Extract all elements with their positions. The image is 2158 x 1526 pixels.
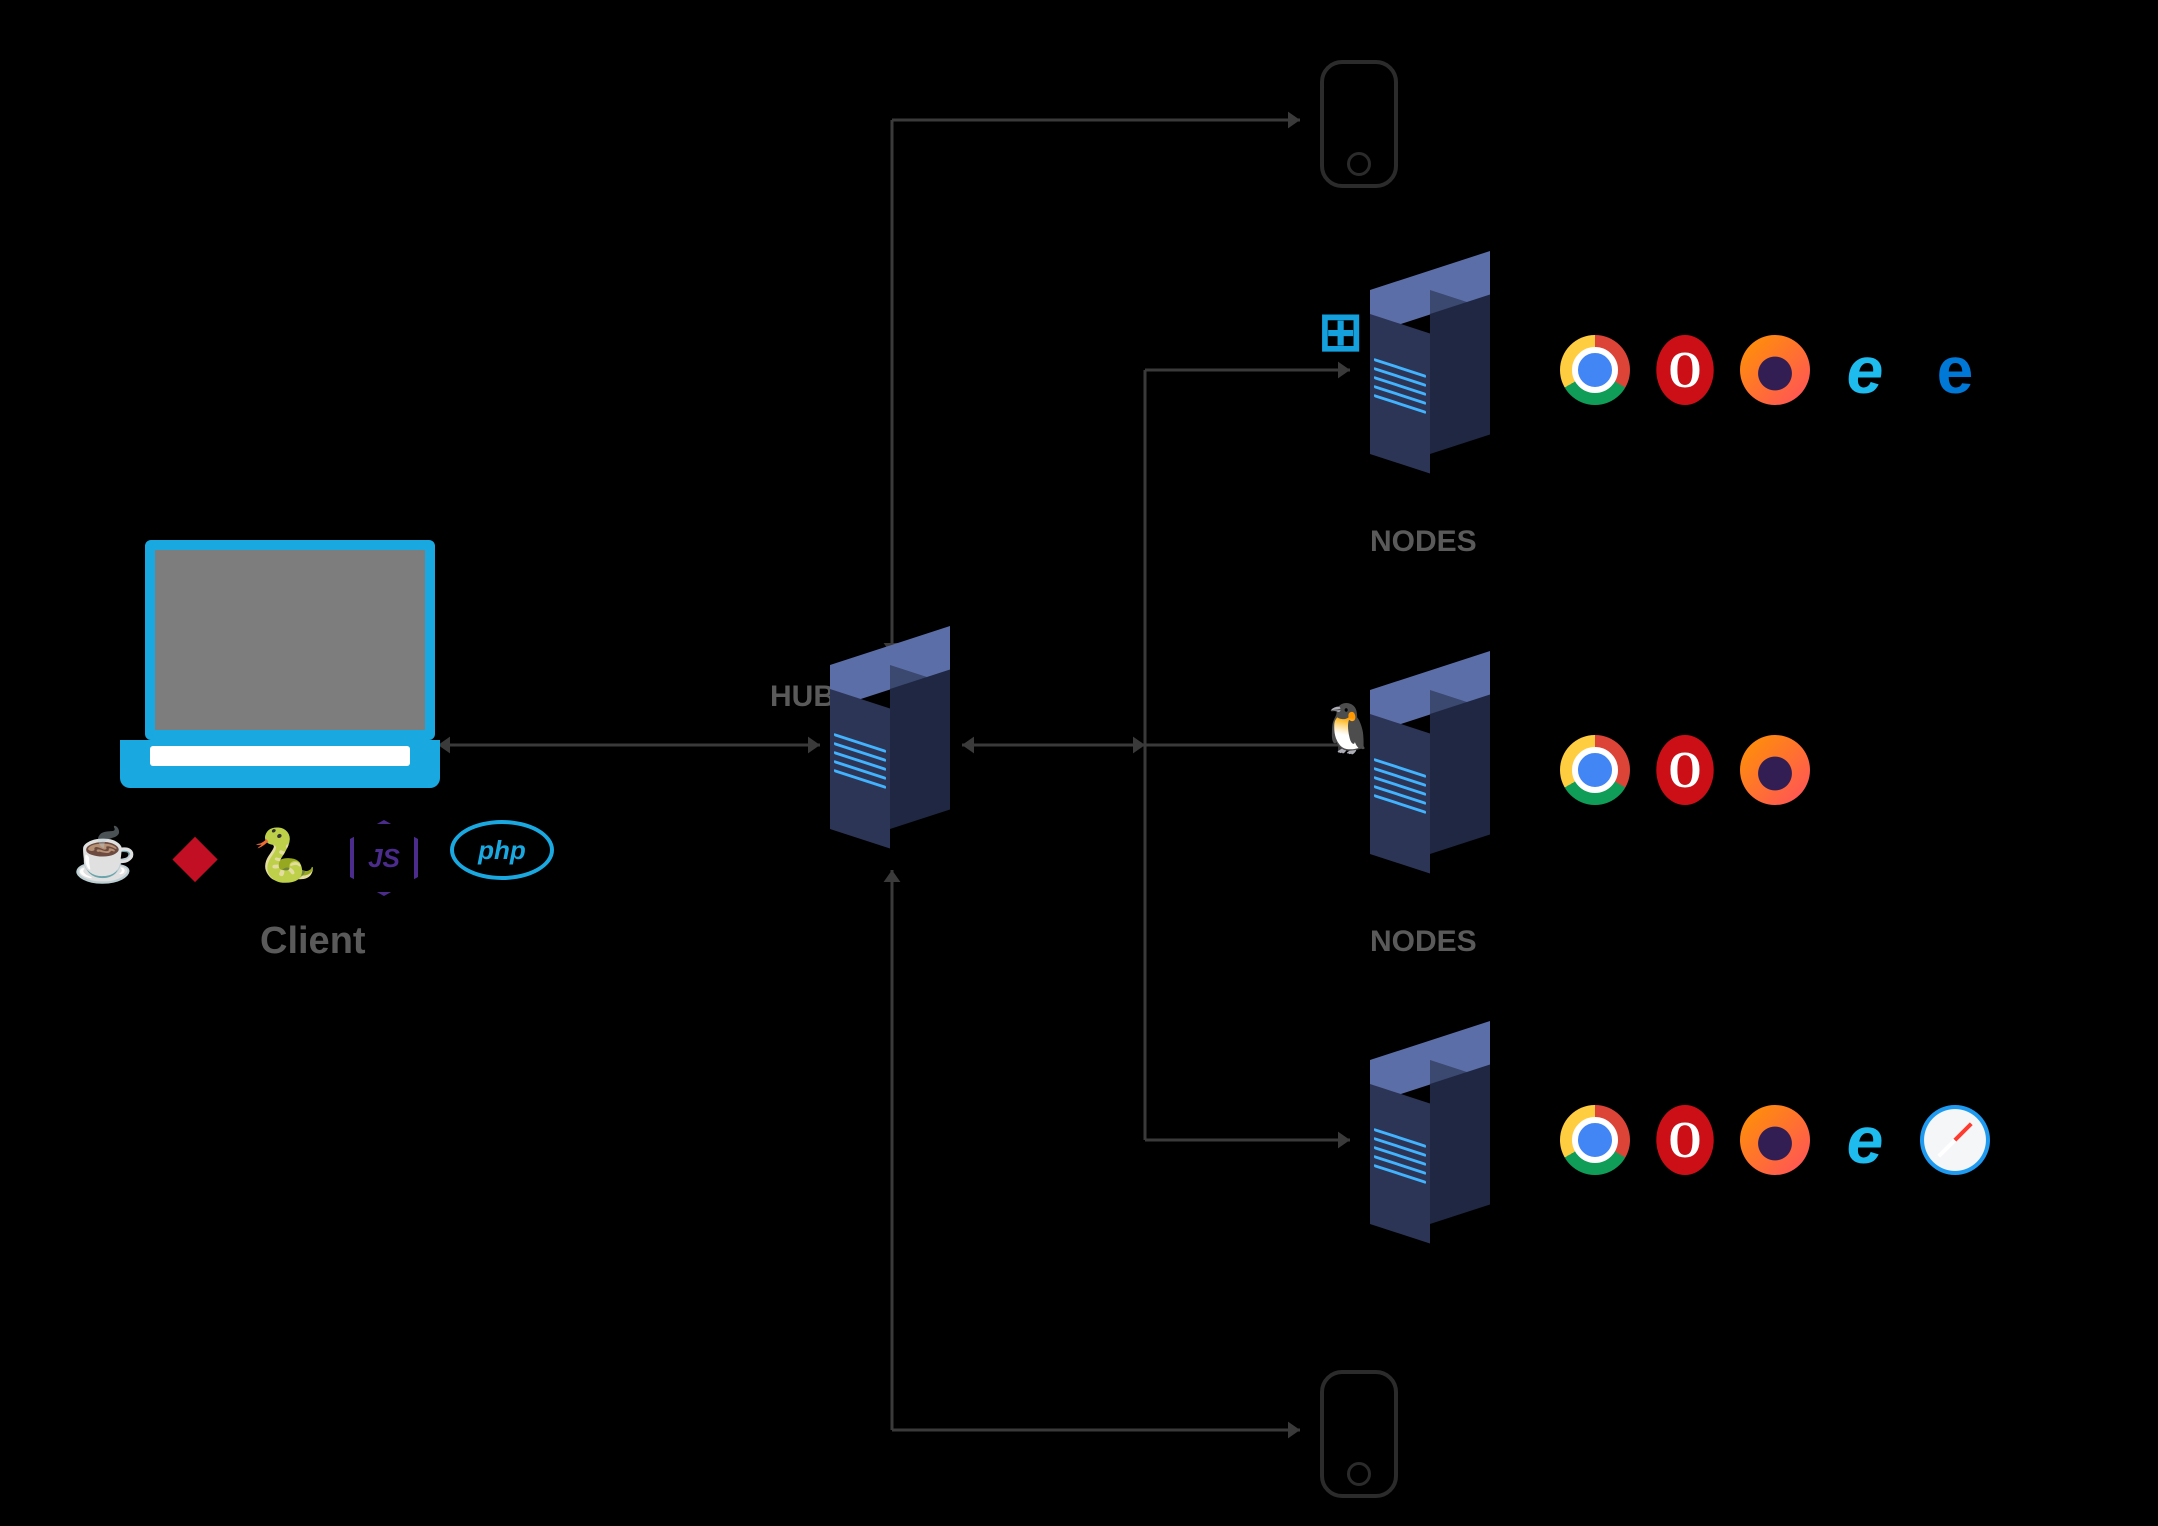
opera-icon: O: [1656, 1105, 1713, 1175]
linux-icon: 🐧: [1318, 700, 1378, 757]
node-server-mac-icon: [1370, 1060, 1490, 1240]
java-icon: ☕: [70, 820, 140, 890]
opera-icon: O: [1656, 335, 1713, 405]
node-server-linux-icon: [1370, 690, 1490, 870]
firefox-icon: [1740, 335, 1810, 405]
chrome-icon: [1560, 735, 1630, 805]
opera-icon: O: [1656, 735, 1713, 805]
firefox-icon: [1740, 1105, 1810, 1175]
edge-icon: e: [1920, 335, 1990, 405]
php-icon: php: [450, 820, 554, 880]
python-icon: 🐍: [250, 820, 320, 890]
label-nodes1: NODES: [1370, 525, 1477, 559]
firefox-icon: [1740, 735, 1810, 805]
ie-icon: e: [1830, 335, 1900, 405]
label-hub: HUB: [770, 680, 835, 714]
label-client: Client: [260, 920, 366, 963]
node-server-win-icon: [1370, 290, 1490, 470]
windows-icon: ⊞: [1318, 300, 1363, 363]
safari-icon: [1920, 1105, 1990, 1175]
chrome-icon: [1560, 335, 1630, 405]
phone-bottom-icon: [1320, 1370, 1398, 1498]
label-nodes2: NODES: [1370, 925, 1477, 959]
chrome-icon: [1560, 1105, 1630, 1175]
ie-icon: e: [1830, 1105, 1900, 1175]
hub-server-icon: [830, 665, 950, 845]
ruby-icon: ◆: [160, 820, 230, 890]
phone-top-icon: [1320, 60, 1398, 188]
